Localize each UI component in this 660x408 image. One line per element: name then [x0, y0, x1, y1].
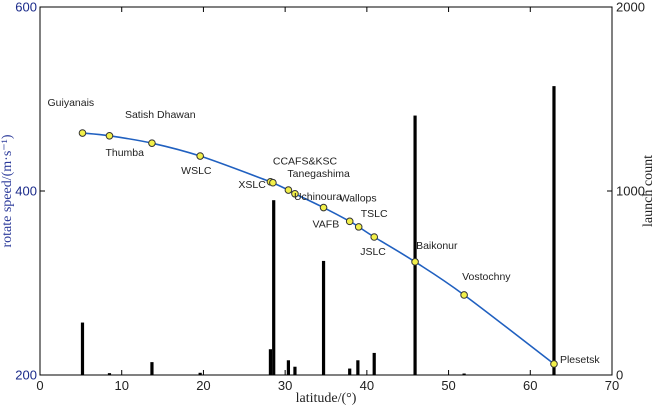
site-label-5: CCAFS&KSC — [273, 156, 338, 168]
site-marker-9 — [345, 217, 354, 226]
site-marker-1 — [105, 132, 114, 140]
site-label-7: Uchinoura — [294, 191, 342, 203]
x-tick-label-7: 70 — [605, 378, 619, 393]
site-label-11: JSLC — [360, 246, 386, 258]
site-marker-11 — [370, 233, 379, 241]
launch-bar-2 — [150, 362, 154, 375]
launch-bar-12 — [413, 115, 417, 375]
site-label-8: VAFB — [313, 219, 340, 231]
right-tick-label-1: 1000 — [616, 184, 645, 199]
left-tick-label-0: 200 — [15, 368, 37, 383]
right-y-axis-title: launch count — [641, 155, 656, 227]
launch-bar-5 — [272, 200, 276, 375]
launch-bar-4 — [268, 349, 273, 375]
site-label-14: Plesetsk — [560, 354, 600, 366]
launch-bar-10 — [356, 360, 360, 375]
site-marker-7 — [291, 189, 299, 198]
right-tick-label-2: 2000 — [616, 0, 645, 15]
site-label-0: Guiyanais — [47, 97, 94, 109]
x-tick-label-5: 50 — [441, 378, 455, 393]
site-marker-0 — [78, 129, 87, 137]
x-tick-label-0: 0 — [36, 378, 43, 393]
site-marker-6 — [284, 186, 293, 194]
site-label-2: Satish Dhawan — [125, 109, 196, 121]
x-tick-label-2: 20 — [196, 378, 210, 393]
site-marker-8 — [319, 203, 328, 212]
launch-bar-1 — [107, 373, 112, 375]
site-marker-2 — [148, 139, 156, 147]
site-label-9: Wallops — [340, 192, 377, 204]
launch-bar-8 — [321, 260, 326, 375]
launch-bar-7 — [293, 366, 297, 375]
launch-bar-14 — [552, 86, 556, 376]
left-y-axis-title: rotate speed/(m·s⁻¹) — [0, 134, 15, 247]
site-label-4: XSLC — [238, 179, 266, 191]
x-axis-title: latitude/(°) — [296, 391, 357, 406]
launch-bar-13 — [462, 373, 466, 375]
site-label-6: Tanegashima — [287, 168, 350, 180]
site-marker-10 — [354, 223, 363, 231]
launch-bar-11 — [372, 352, 376, 375]
site-marker-3 — [196, 152, 204, 160]
launch-bar-3 — [198, 372, 202, 375]
left-tick-label-1: 400 — [15, 184, 37, 199]
site-label-3: WSLC — [181, 165, 212, 177]
x-tick-label-3: 30 — [278, 378, 292, 393]
site-marker-14 — [550, 360, 558, 368]
launch-count-bars — [80, 86, 556, 376]
launch-bar-6 — [286, 360, 291, 375]
site-markers — [78, 129, 558, 368]
site-marker-12 — [411, 258, 419, 266]
site-labels: Guiyanais Thumba Satish Dhawan WSLC XSLC CCAF… — [47, 97, 600, 366]
site-marker-5 — [269, 178, 277, 187]
site-label-10: TSLC — [361, 208, 388, 220]
x-tick-label-6: 60 — [523, 378, 537, 393]
site-label-1: Thumba — [105, 147, 144, 159]
launch-bar-0 — [80, 322, 85, 375]
tick-labels: 0 10 20 30 40 50 60 70 200 400 600 0 1000 2000 — [15, 0, 645, 393]
x-tick-label-4: 40 — [360, 378, 374, 393]
right-tick-label-0: 0 — [616, 368, 623, 383]
launch-bar-9 — [348, 368, 352, 375]
site-label-13: Vostochny — [462, 271, 511, 283]
left-tick-label-2: 600 — [15, 0, 37, 15]
site-marker-13 — [460, 291, 468, 299]
x-tick-label-1: 10 — [114, 378, 128, 393]
site-label-12: Baikonur — [416, 240, 458, 252]
